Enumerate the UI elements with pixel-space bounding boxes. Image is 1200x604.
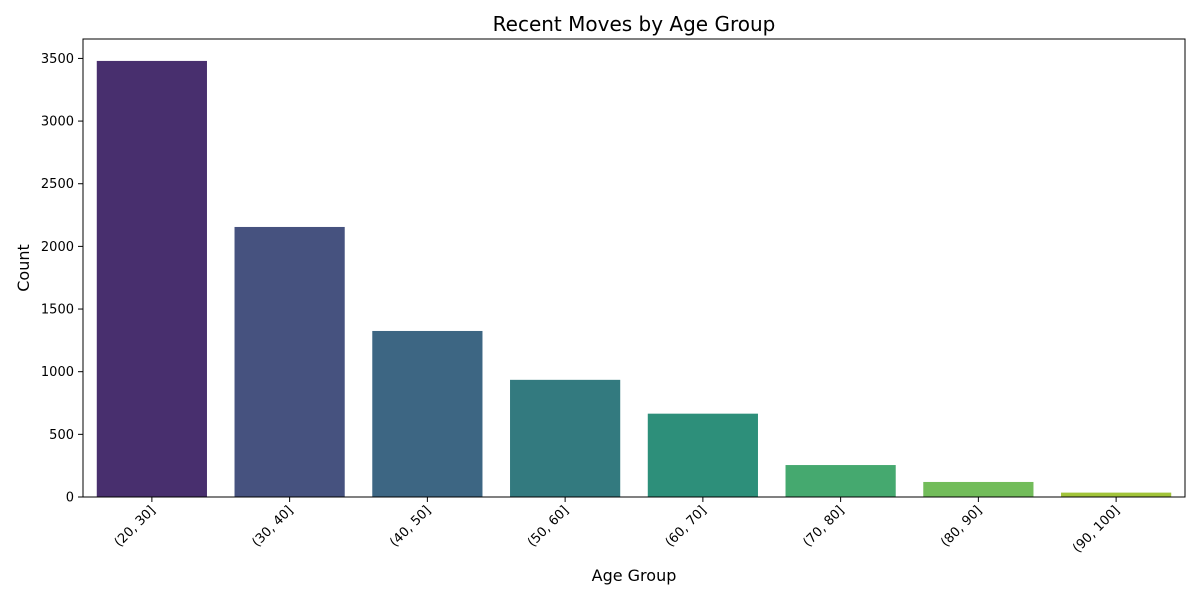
bar (785, 465, 896, 497)
x-axis: (20, 30] (30, 40] (40, 50] (50, 60] (60, 70]… (112, 497, 1123, 556)
x-tick-label: (70, 80] (800, 503, 847, 550)
bar (510, 379, 621, 497)
bar (1061, 492, 1172, 497)
x-tick-label: (50, 60] (525, 503, 572, 550)
x-tick-label: (40, 50] (387, 503, 434, 550)
plot-frame (82, 38, 1186, 498)
bar (372, 330, 483, 497)
x-tick-label: (20, 30] (112, 503, 159, 550)
y-tick-label: 2000 (41, 240, 74, 255)
y-axis: 0 500 1000 1500 2000 2500 3000 3500 (41, 52, 83, 506)
y-tick-label: 500 (49, 428, 74, 443)
chart-title: Recent Moves by Age Group (493, 12, 776, 36)
y-axis-label: Count (14, 244, 33, 292)
y-tick-label: 2500 (41, 177, 74, 192)
x-tick-label: (80, 90] (938, 503, 985, 550)
bar (96, 60, 207, 497)
bars-layer (96, 60, 1172, 497)
y-tick-label: 0 (66, 491, 74, 506)
bar (647, 413, 758, 497)
bar (923, 481, 1034, 497)
x-tick-label: (90, 100] (1070, 503, 1123, 556)
y-tick-label: 1000 (41, 365, 74, 380)
x-tick-label: (30, 40] (249, 503, 296, 550)
x-axis-label: Age Group (592, 566, 677, 585)
x-tick-label: (60, 70] (663, 503, 710, 550)
y-tick-label: 3500 (41, 52, 74, 67)
bar (234, 226, 345, 497)
y-tick-label: 1500 (41, 303, 74, 318)
y-tick-label: 3000 (41, 115, 74, 130)
